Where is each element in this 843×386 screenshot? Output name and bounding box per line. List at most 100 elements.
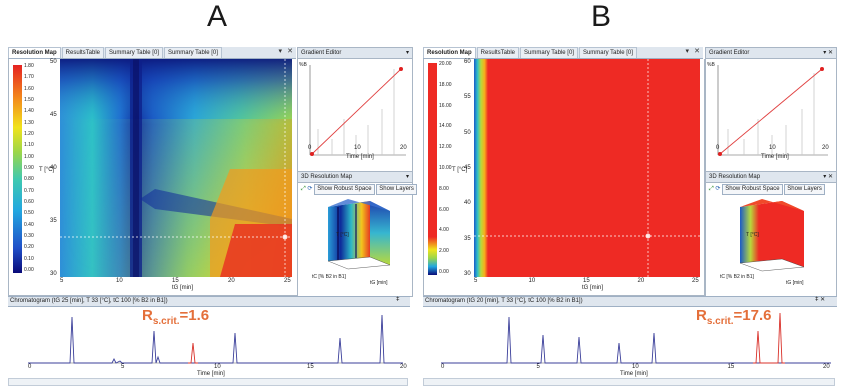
show-layers-button[interactable]: Show Layers (784, 184, 825, 195)
tick-label: 20 (822, 145, 829, 151)
tick-label: 0.20 (24, 244, 34, 251)
tick-label: 40 (464, 200, 471, 207)
chromatogram-b-red-peaks (753, 312, 785, 364)
gradient-y-label-b: %B (707, 62, 715, 68)
tab-resolution-map[interactable]: Resolution Map (423, 47, 476, 58)
resolution-map-a-canvas (13, 59, 292, 277)
tick-label: 5 (121, 364, 125, 370)
tab-summary-table-2[interactable]: Summary Table [0] (578, 47, 637, 58)
show-layers-button[interactable]: Show Layers (376, 184, 417, 195)
chromatogram-title-a: Chromatogram (tG 25 [min], T 33 [°C], tC… (10, 298, 168, 304)
close-icon[interactable]: ✕ (694, 48, 700, 55)
y-ticks-b: 60 55 50 45 40 35 30 (464, 59, 474, 277)
chromatogram-a-red-peak (188, 342, 198, 364)
tick-label: 60 (464, 59, 471, 65)
tick-label: 25 (692, 278, 699, 284)
tick-label: 0.90 (24, 165, 34, 171)
close-icon[interactable]: ✕ (287, 48, 293, 55)
tick-label: 20 (823, 364, 830, 370)
gradient-editor-title: Gradient Editor (301, 50, 342, 56)
tick-label: 0.10 (24, 255, 34, 262)
tick-label: 20 (228, 278, 235, 284)
tick-label: 0 (28, 364, 32, 370)
tab-summary-table[interactable]: Summary Table [0] (520, 47, 578, 58)
panel-menu-icon[interactable]: ▾ (405, 174, 409, 180)
tick-label: 0.50 (24, 210, 34, 217)
tick-label: 45 (464, 165, 471, 171)
tick-label: 50 (464, 129, 471, 136)
tab-results-table[interactable]: ResultsTable (61, 47, 105, 58)
resolution-map-b: 20.00 18.00 16.00 14.00 12.00 10.00 8.00 6.00 4.… (423, 59, 705, 296)
colorbar-a (13, 65, 22, 273)
chromatogram-a-trace (28, 314, 403, 364)
tick-label: 25 (284, 278, 291, 284)
chrom-pin-icon-b[interactable]: ǂ ✕ (815, 297, 826, 303)
show-robust-space-button[interactable]: Show Robust Space (722, 184, 783, 195)
tick-label: 15 (172, 278, 179, 284)
tick-label: 10 (632, 364, 639, 370)
tick-label: 1.80 (24, 63, 34, 69)
panel-menu-icon[interactable]: ▾ ✕ (823, 50, 833, 56)
tab-summary-table-2[interactable]: Summary Table [0] (163, 47, 222, 58)
res3d-x-label-b: tG [min] (786, 280, 804, 286)
fit-icon[interactable]: ⤢ (301, 186, 306, 192)
tick-label: 1.10 (24, 142, 34, 149)
chromatogram-b-x-label: Time [min] (620, 371, 648, 377)
panel-b-tabbar: Resolution Map ResultsTable Summary Table … (423, 47, 703, 59)
gradient-x-label-b: Time [min] (761, 154, 789, 160)
tab-summary-table[interactable]: Summary Table [0] (105, 47, 163, 58)
show-robust-space-button[interactable]: Show Robust Space (314, 184, 375, 195)
pin-icon[interactable]: ▾ (685, 48, 689, 55)
tick-label: 40 (50, 165, 57, 171)
tick-label: 5 (474, 278, 478, 284)
tick-label: 10.00 (439, 165, 452, 171)
tick-label: 1.40 (24, 108, 34, 115)
gradient-editor-a-plot (309, 65, 406, 156)
tick-label: 4.00 (439, 227, 449, 234)
fit-icon[interactable]: ⤢ (709, 186, 714, 192)
gradient-x-label-a: Time [min] (346, 154, 374, 160)
colorbar-a-ticks: 1.80 1.70 1.60 1.50 1.40 1.30 1.20 1.10 1.00 0.90… (24, 63, 50, 273)
panel-menu-icon[interactable]: ▾ ✕ (823, 174, 833, 180)
tick-label: 2.00 (439, 248, 449, 255)
colorbar-b (428, 63, 437, 275)
tick-label: 0.60 (24, 199, 34, 205)
gradient-editor-title: Gradient Editor (709, 50, 750, 56)
res3d-z-label-a: T [°C] (336, 232, 349, 238)
tick-label: 12.00 (439, 144, 452, 151)
tick-label: 20 (637, 278, 645, 284)
tab-resolution-map[interactable]: Resolution Map (8, 47, 61, 58)
rotate-icon[interactable]: ⟳ (715, 186, 721, 192)
res3d-z-label-b: T [°C] (746, 232, 759, 238)
res3d-toolbar-b: ⤢ ⟳ Show Robust Space Show Layers (706, 183, 836, 195)
tick-label: 0.00 (24, 267, 34, 273)
resolution-map-b-canvas (428, 59, 700, 277)
res3d-a: 3D Resolution Map ▾ ⤢ ⟳ Show Robust Space… (297, 171, 417, 297)
y-ticks-a: 50 45 40 35 30 (50, 59, 60, 277)
tick-label: 10 (116, 278, 123, 284)
chromatogram-title-b: Chromatogram (tG 20 [min], T 33 [°C], tC… (425, 298, 583, 304)
tick-label: 0 (441, 364, 445, 370)
rs-crit-b: Rs.crit.=17.6 (696, 307, 772, 327)
gradient-y-label-a: %B (299, 62, 307, 68)
tick-label: 20 (400, 364, 407, 370)
tick-label: 20 (400, 145, 407, 151)
chromatogram-b-trace (441, 316, 831, 364)
chromatogram-header-b: Chromatogram (tG 20 [min], T 33 [°C], tC… (423, 296, 837, 307)
pin-icon[interactable]: ▾ (278, 48, 282, 55)
res3d-title-b: 3D Resolution Map (709, 174, 761, 180)
chromatogram-a-plot (28, 314, 403, 364)
tab-results-table[interactable]: ResultsTable (476, 47, 520, 58)
tick-label: 0.80 (24, 176, 34, 183)
x-ticks-a: 5 10 15 20 25 (60, 278, 292, 286)
chromatogram-b-x-ticks: 0 5 10 15 20 (441, 364, 831, 372)
chrom-pin-icon-a[interactable]: ǂ (396, 297, 400, 303)
tick-label: 0.30 (24, 233, 34, 239)
tick-label: 14.00 (439, 123, 452, 130)
rotate-icon[interactable]: ⟳ (307, 186, 313, 192)
gradient-x-ticks-a: 0 10 20 (308, 145, 408, 153)
tick-label: 15 (307, 364, 314, 370)
panel-menu-icon[interactable]: ▾ (405, 50, 409, 56)
colorbar-b-ticks: 20.00 18.00 16.00 14.00 12.00 10.00 8.00 6.00 4.… (439, 61, 467, 275)
x-axis-label-b: tG [min] (582, 285, 604, 291)
